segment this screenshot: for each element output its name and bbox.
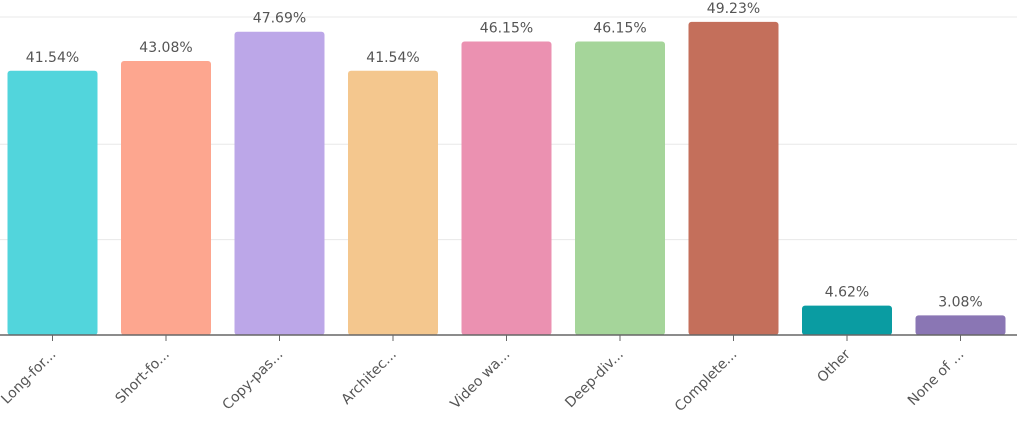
value-label: 4.62% [825,285,869,301]
bar [7,70,98,335]
bar [802,305,892,335]
x-tick-label: Architec... [339,347,400,408]
bar [121,61,211,335]
x-tick-label: Complete... [672,347,740,415]
value-label: 41.54% [366,50,419,66]
bar [688,21,779,336]
x-tick-label: Long-for... [0,347,59,408]
bar [348,70,438,335]
x-tick-label: Copy-pas... [220,347,287,414]
bar [915,315,1006,335]
value-label: 46.15% [480,20,533,36]
value-label: 46.15% [593,20,646,36]
x-tick-label: Other [814,346,854,386]
x-tick-label: Video wa... [448,347,514,413]
bar [234,31,325,336]
value-label: 43.08% [139,40,192,56]
value-label: 47.69% [253,11,306,27]
x-tick-label: None of ... [905,347,967,409]
value-label: 41.54% [26,50,79,66]
x-tick-label: Deep-div... [562,347,627,412]
bar [461,41,552,336]
value-label: 3.08% [938,294,982,310]
value-label: 49.23% [707,1,760,17]
bar [575,41,665,336]
x-tick-label: Short-fo... [113,347,173,407]
